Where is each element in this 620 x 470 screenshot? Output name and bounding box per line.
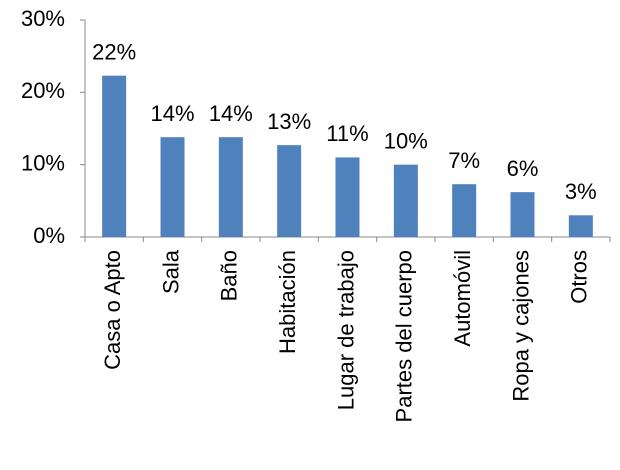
y-tick-label: 20%: [21, 78, 65, 103]
data-label: 3%: [565, 179, 597, 204]
data-label: 22%: [92, 40, 136, 65]
data-label: 7%: [448, 148, 480, 173]
bar: [160, 137, 185, 237]
bar: [335, 157, 360, 237]
data-label: 14%: [150, 101, 194, 126]
x-tick-label: Lugar de trabajo: [333, 250, 358, 410]
bar: [102, 75, 127, 238]
x-tick-label: Otros: [567, 250, 592, 304]
data-label: 11%: [326, 121, 368, 146]
x-tick-label: Baño: [217, 250, 242, 301]
x-tick-label: Sala: [158, 249, 183, 294]
data-label: 13%: [267, 109, 311, 134]
y-tick-label: 30%: [21, 6, 65, 31]
bar: [510, 192, 535, 237]
data-label: 10%: [384, 128, 428, 153]
data-label: 14%: [209, 101, 253, 126]
x-tick-label: Ropa y cajones: [508, 250, 533, 402]
x-tick-label: Habitación: [275, 250, 300, 354]
bar: [452, 184, 477, 237]
x-tick-label: Partes del cuerpo: [392, 250, 417, 422]
x-tick-label: Automóvil: [450, 250, 475, 347]
bar: [218, 137, 243, 237]
data-label: 6%: [507, 156, 539, 181]
x-tick-label: Casa o Apto: [100, 250, 125, 370]
y-tick-label: 0%: [33, 223, 65, 248]
y-tick-label: 10%: [21, 150, 65, 175]
bar: [277, 145, 302, 237]
bar: [568, 215, 593, 237]
bar: [393, 164, 418, 237]
